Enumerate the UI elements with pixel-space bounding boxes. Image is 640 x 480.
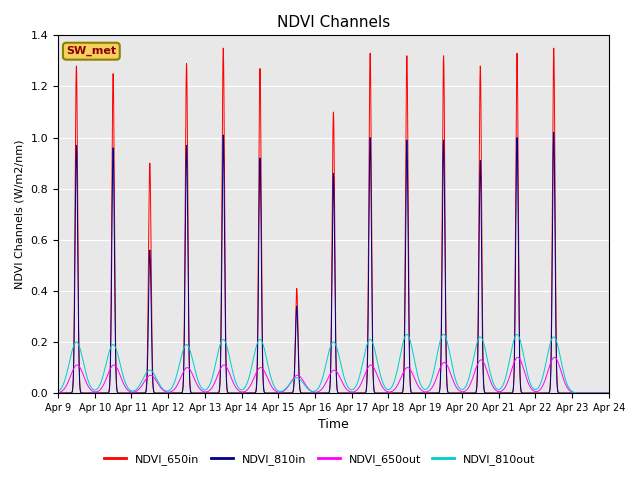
NDVI_810in <box>550 130 557 135</box>
NDVI_650in <box>605 390 612 396</box>
NDVI_650out <box>504 378 512 384</box>
NDVI_650in <box>83 390 91 396</box>
NDVI_810out <box>468 362 476 368</box>
NDVI_810out <box>497 386 504 392</box>
NDVI_650out <box>497 389 504 395</box>
NDVI_650out <box>468 377 476 383</box>
NDVI_650in <box>406 357 413 363</box>
NDVI_650in <box>504 390 512 396</box>
NDVI_650in <box>468 390 476 396</box>
NDVI_810in <box>54 390 62 396</box>
NDVI_810in <box>497 390 504 396</box>
NDVI_810in <box>483 390 491 396</box>
NDVI_650out <box>54 390 62 396</box>
NDVI_810out <box>605 390 612 396</box>
Title: NDVI Channels: NDVI Channels <box>276 15 390 30</box>
NDVI_810in <box>605 390 612 396</box>
Line: NDVI_810in: NDVI_810in <box>58 132 609 393</box>
NDVI_650out <box>483 368 491 373</box>
Line: NDVI_650in: NDVI_650in <box>58 48 609 393</box>
NDVI_810in <box>600 390 607 396</box>
Y-axis label: NDVI Channels (W/m2/nm): NDVI Channels (W/m2/nm) <box>15 140 25 289</box>
Line: NDVI_810out: NDVI_810out <box>58 335 609 393</box>
NDVI_650out <box>514 354 522 360</box>
NDVI_650out <box>605 390 612 396</box>
NDVI_650in <box>497 390 504 396</box>
Legend: NDVI_650in, NDVI_810in, NDVI_650out, NDVI_810out: NDVI_650in, NDVI_810in, NDVI_650out, NDV… <box>100 450 540 469</box>
Line: NDVI_650out: NDVI_650out <box>58 357 609 393</box>
Text: SW_met: SW_met <box>67 46 116 56</box>
NDVI_810out <box>406 336 413 342</box>
NDVI_650out <box>406 366 413 372</box>
NDVI_650in <box>483 390 491 396</box>
NDVI_810out <box>54 389 62 395</box>
NDVI_810out <box>513 332 521 337</box>
NDVI_810out <box>483 354 491 360</box>
NDVI_810out <box>504 364 512 370</box>
X-axis label: Time: Time <box>318 419 349 432</box>
NDVI_650in <box>54 390 62 396</box>
NDVI_650in <box>600 390 607 396</box>
NDVI_810out <box>83 373 91 379</box>
NDVI_650out <box>83 381 91 386</box>
NDVI_810in <box>406 365 413 371</box>
NDVI_810in <box>468 390 476 396</box>
NDVI_810in <box>83 390 91 396</box>
NDVI_650in <box>550 45 557 51</box>
NDVI_810in <box>504 390 512 396</box>
